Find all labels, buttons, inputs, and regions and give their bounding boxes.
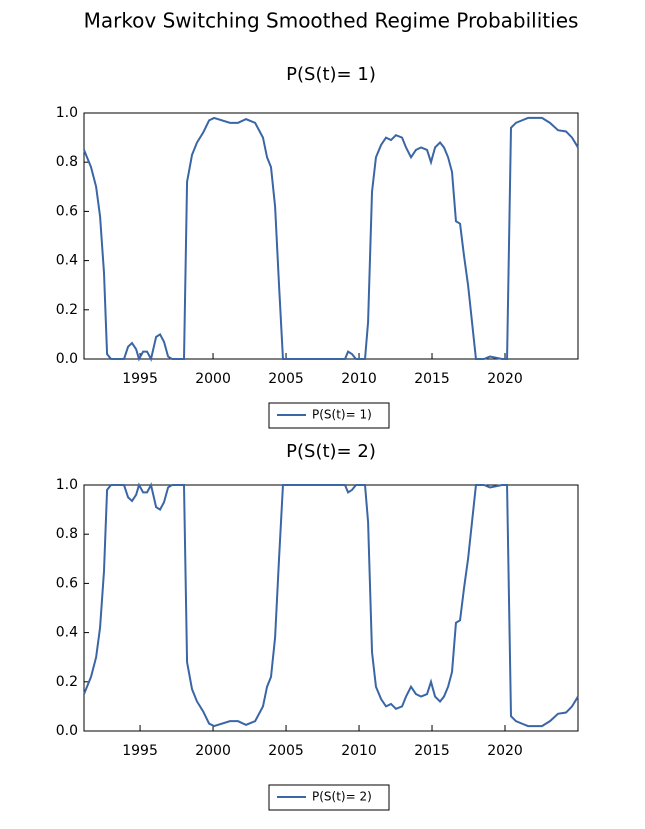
x-tick-label: 1995 [122, 743, 158, 759]
subplot-title: P(S(t)= 2) [286, 441, 376, 462]
x-tick-label: 2010 [341, 371, 377, 387]
x-tick-label: 1995 [122, 371, 158, 387]
x-tick-label: 2000 [195, 743, 231, 759]
y-tick-label: 0.6 [56, 575, 78, 591]
legend-label: P(S(t)= 2) [312, 790, 372, 804]
x-tick-label: 2020 [487, 743, 523, 759]
chart-title: Markov Switching Smoothed Regime Probabi… [84, 9, 579, 33]
plot-frame [83, 112, 579, 360]
data-line [83, 482, 579, 728]
y-tick-label: 0.2 [56, 302, 78, 318]
x-tick-label: 2020 [487, 371, 523, 387]
x-tick-label: 2005 [268, 743, 304, 759]
y-tick-label: 0.0 [56, 723, 78, 739]
plot-frame [83, 484, 579, 732]
y-tick-label: 0.4 [56, 625, 78, 641]
x-tick-label: 2005 [268, 371, 304, 387]
x-tick-label: 2010 [341, 743, 377, 759]
y-tick-label: 0.2 [56, 674, 78, 690]
y-tick-label: 1.0 [56, 105, 78, 121]
y-tick-label: 0.6 [56, 203, 78, 219]
y-tick-label: 0.0 [56, 351, 78, 367]
y-tick-label: 1.0 [56, 477, 78, 493]
x-tick-label: 2000 [195, 371, 231, 387]
data-line [83, 116, 579, 362]
subplot-title: P(S(t)= 1) [286, 64, 376, 85]
y-tick-label: 0.8 [56, 526, 78, 542]
legend-label: P(S(t)= 1) [312, 408, 372, 422]
y-tick-label: 0.4 [56, 253, 78, 269]
x-tick-label: 2015 [414, 743, 450, 759]
x-tick-label: 2015 [414, 371, 450, 387]
y-tick-label: 0.8 [56, 154, 78, 170]
